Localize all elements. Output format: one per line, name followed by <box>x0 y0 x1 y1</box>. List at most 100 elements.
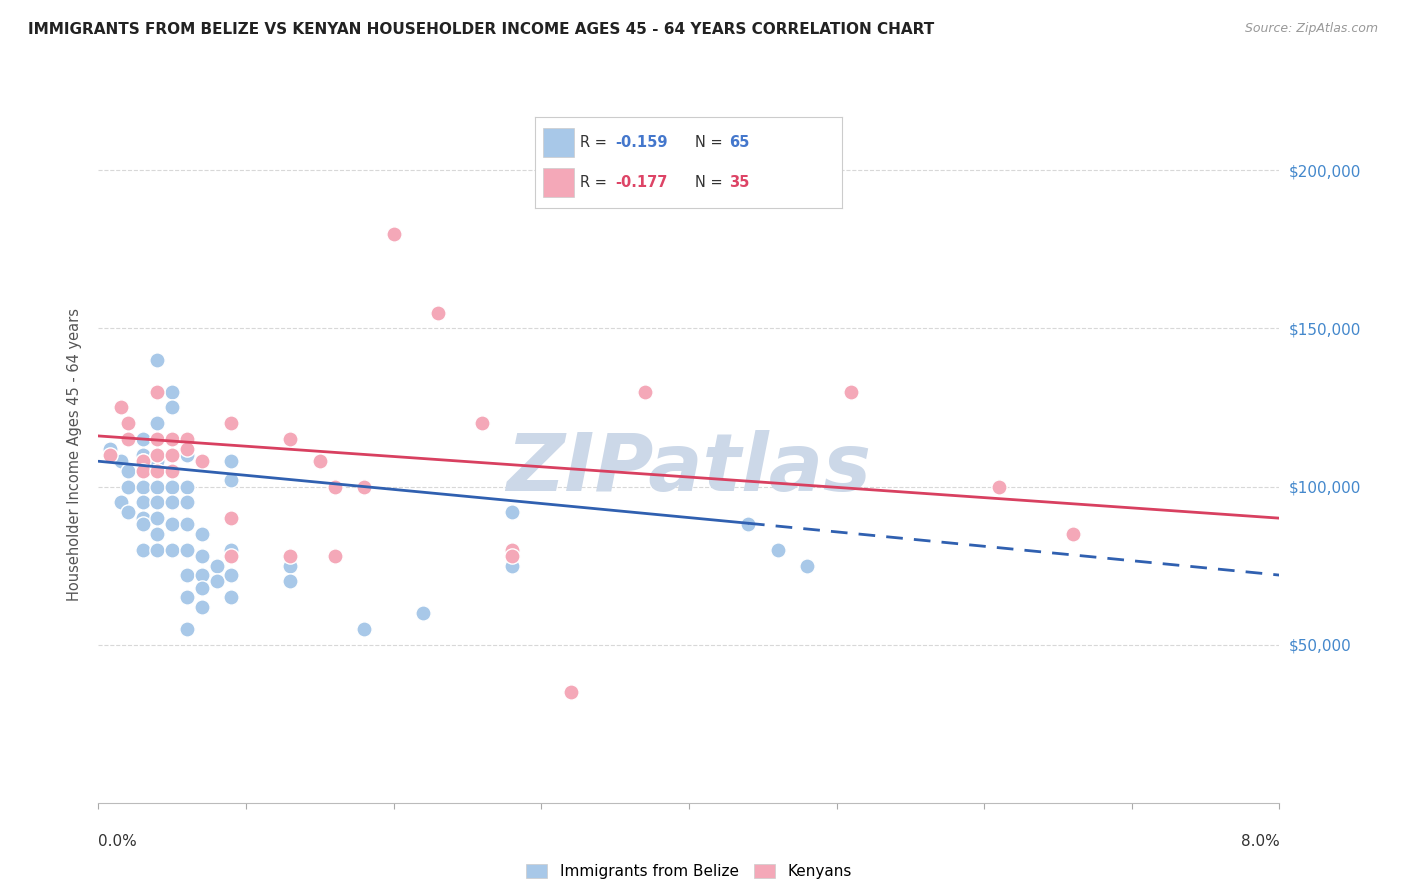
Point <box>162 464 183 478</box>
Point <box>146 542 169 557</box>
Point <box>219 473 242 487</box>
Point <box>110 454 132 468</box>
Point <box>191 599 214 614</box>
Point <box>176 591 198 605</box>
Point <box>117 464 139 478</box>
Point <box>205 558 228 573</box>
Text: ZIPatlas: ZIPatlas <box>506 430 872 508</box>
Point <box>98 448 121 462</box>
Point <box>191 549 214 563</box>
Point <box>146 384 169 399</box>
Point <box>353 622 375 636</box>
Point <box>176 448 198 462</box>
Point <box>162 432 183 446</box>
Point <box>117 479 139 493</box>
Point <box>560 685 582 699</box>
Point <box>278 558 302 573</box>
Point <box>176 517 198 532</box>
Point <box>146 353 169 368</box>
Point <box>146 464 169 478</box>
Point <box>219 454 242 468</box>
Point <box>176 432 198 446</box>
Point <box>633 384 655 399</box>
Point <box>501 558 523 573</box>
Legend: Immigrants from Belize, Kenyans: Immigrants from Belize, Kenyans <box>520 858 858 886</box>
Point <box>382 227 405 241</box>
Point <box>146 448 169 462</box>
Point <box>176 479 198 493</box>
Point <box>162 479 183 493</box>
Point <box>987 479 1010 493</box>
Point <box>471 417 494 431</box>
Point <box>146 432 169 446</box>
Point <box>146 454 169 468</box>
Point <box>162 432 183 446</box>
Point <box>132 517 155 532</box>
Point <box>796 558 818 573</box>
Text: IMMIGRANTS FROM BELIZE VS KENYAN HOUSEHOLDER INCOME AGES 45 - 64 YEARS CORRELATI: IMMIGRANTS FROM BELIZE VS KENYAN HOUSEHO… <box>28 22 935 37</box>
Point <box>162 448 183 462</box>
Point <box>146 495 169 509</box>
Text: 8.0%: 8.0% <box>1240 834 1279 849</box>
Point <box>162 495 183 509</box>
Point <box>176 442 198 456</box>
Point <box>219 511 242 525</box>
Point <box>117 417 139 431</box>
Point <box>176 542 198 557</box>
Point <box>162 464 183 478</box>
Point <box>162 542 183 557</box>
Point <box>146 432 169 446</box>
Point <box>278 432 302 446</box>
Point <box>110 401 132 415</box>
Point <box>219 568 242 582</box>
Point <box>191 527 214 541</box>
Point <box>176 495 198 509</box>
Text: 0.0%: 0.0% <box>98 834 138 849</box>
Point <box>117 505 139 519</box>
Point <box>162 448 183 462</box>
Point <box>278 549 302 563</box>
Point <box>191 581 214 595</box>
Point <box>219 417 242 431</box>
Point <box>278 574 302 589</box>
Point <box>132 542 155 557</box>
Point <box>132 454 155 468</box>
Point <box>353 479 375 493</box>
Point <box>117 432 139 446</box>
Point <box>146 464 169 478</box>
Point <box>132 448 155 462</box>
Point <box>219 549 242 563</box>
Point <box>132 511 155 525</box>
Point <box>353 479 375 493</box>
Point <box>176 622 198 636</box>
Point <box>191 454 214 468</box>
Point <box>323 479 346 493</box>
Point <box>766 542 789 557</box>
Text: Source: ZipAtlas.com: Source: ZipAtlas.com <box>1244 22 1378 36</box>
Point <box>146 479 169 493</box>
Point <box>132 464 155 478</box>
Point <box>162 517 183 532</box>
Point <box>146 511 169 525</box>
Point <box>839 384 862 399</box>
Point <box>132 495 155 509</box>
Point <box>191 568 214 582</box>
Point <box>737 517 759 532</box>
Point <box>176 568 198 582</box>
Point <box>412 606 434 620</box>
Point <box>146 527 169 541</box>
Point <box>98 442 121 456</box>
Point <box>110 495 132 509</box>
Point <box>132 464 155 478</box>
Point <box>501 542 523 557</box>
Point <box>132 432 155 446</box>
Point <box>501 549 523 563</box>
Point <box>323 549 346 563</box>
Point <box>1062 527 1084 541</box>
Point <box>426 305 449 319</box>
Point <box>132 454 155 468</box>
Point <box>162 384 183 399</box>
Point <box>162 401 183 415</box>
Point <box>219 591 242 605</box>
Point <box>146 448 169 462</box>
